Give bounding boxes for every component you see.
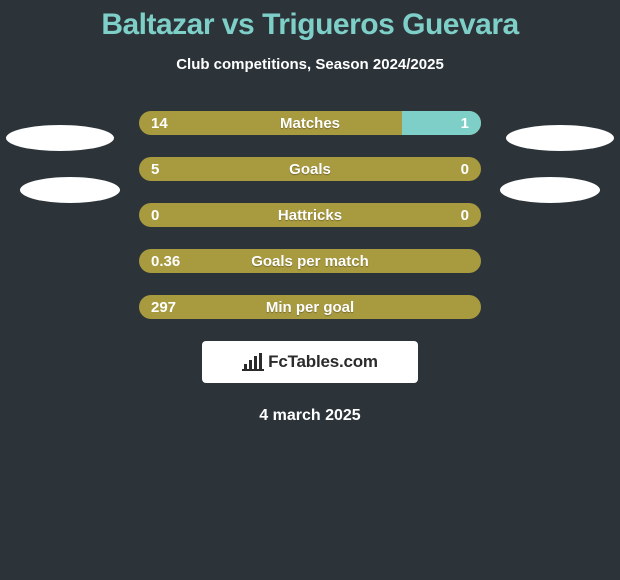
page-subtitle: Club competitions, Season 2024/2025 [0, 56, 620, 73]
stats-area: 14Matches15Goals00Hattricks00.36Goals pe… [0, 111, 620, 319]
stat-value-right [457, 249, 481, 273]
stat-label: Hattricks [139, 203, 481, 227]
stat-row: 5Goals0 [139, 157, 481, 181]
stat-value-right: 1 [449, 111, 481, 135]
stat-value-right [457, 295, 481, 319]
date-label: 4 march 2025 [0, 407, 620, 425]
stat-value-left: 0.36 [139, 249, 192, 273]
stat-label: Goals [139, 157, 481, 181]
logo-text: FcTables.com [268, 352, 378, 372]
stat-value-left: 5 [139, 157, 171, 181]
page-title: Baltazar vs Trigueros Guevara [0, 0, 620, 42]
stat-value-left: 297 [139, 295, 188, 319]
stat-value-left: 0 [139, 203, 171, 227]
stat-value-right: 0 [449, 157, 481, 181]
stat-row: 14Matches1 [139, 111, 481, 135]
stat-row: 0Hattricks0 [139, 203, 481, 227]
stat-row: 0.36Goals per match [139, 249, 481, 273]
stat-value-right: 0 [449, 203, 481, 227]
stat-value-left: 14 [139, 111, 180, 135]
stat-label: Matches [139, 111, 481, 135]
logo-box: FcTables.com [202, 341, 418, 383]
stat-label: Min per goal [139, 295, 481, 319]
stat-row: 297Min per goal [139, 295, 481, 319]
bar-chart-icon [242, 353, 264, 371]
